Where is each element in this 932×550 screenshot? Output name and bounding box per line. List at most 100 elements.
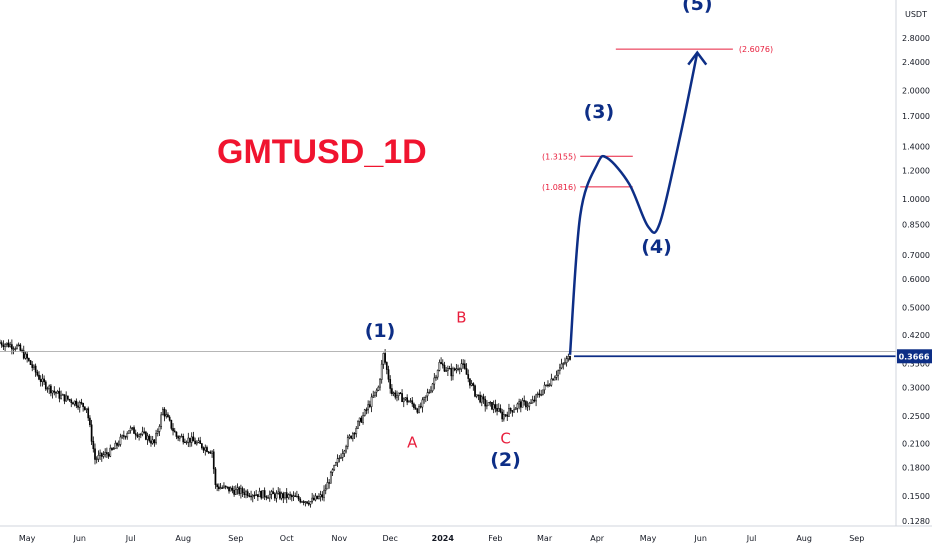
candle-body (355, 427, 358, 435)
fib-level-label: (1.0816) (542, 183, 576, 192)
candle-body (314, 495, 317, 501)
candle-body (41, 378, 44, 382)
candle-body (61, 394, 64, 396)
candle-body (172, 428, 174, 432)
candle-body (458, 368, 461, 370)
candle-body (229, 487, 232, 492)
candle-body (365, 409, 368, 411)
price-axis[interactable]: 2.8000 2.4000 2.0000 1.7000 1.4000 1.2000 1.00… (902, 34, 930, 526)
candle-body (565, 358, 568, 363)
fib-level-label: (1.3155) (542, 152, 576, 161)
candle-body (187, 437, 190, 443)
candle-body (321, 494, 324, 498)
candle-body (192, 436, 195, 442)
y-tick-label: 0.3000 (902, 384, 930, 393)
candle-body (148, 435, 151, 442)
y-tick-label: 0.8500 (902, 221, 930, 230)
candle-body (428, 391, 431, 394)
candle-body (162, 408, 164, 416)
candle-body (357, 421, 359, 429)
candle-body (385, 362, 388, 370)
wave-label-a: A (407, 433, 418, 451)
candle-body (224, 485, 227, 488)
candle-body (29, 360, 32, 365)
x-tick-label: Aug (175, 534, 191, 543)
candle-body (75, 400, 78, 407)
y-tick-label: 2.0000 (902, 87, 930, 96)
candle-body (479, 394, 481, 403)
candle-body (304, 501, 307, 503)
candle-body (277, 491, 280, 494)
candle-body (7, 342, 10, 347)
candle-body (87, 408, 90, 419)
candle-body (523, 400, 526, 402)
candle-body (34, 365, 37, 373)
candle-body (552, 378, 554, 381)
candle-body (92, 441, 95, 450)
candle-body (248, 495, 251, 497)
candle-body (116, 442, 118, 446)
candle-body (379, 379, 381, 388)
candle-body (251, 494, 254, 498)
candle-body (199, 440, 202, 444)
candle-body (284, 492, 286, 499)
candle-body (48, 385, 51, 389)
wave-label-5: (5) (682, 0, 713, 15)
candle-body (450, 368, 453, 377)
candle-body (50, 385, 52, 394)
candle-body (175, 431, 178, 437)
candle-body (438, 362, 441, 371)
candle-body (160, 414, 163, 427)
candle-body (567, 356, 570, 360)
x-tick-label: Sep (849, 534, 864, 543)
candle-body (14, 348, 17, 350)
candle-body (518, 401, 520, 405)
candle-body (484, 398, 487, 407)
candle-body (511, 410, 514, 413)
candle-body (404, 397, 407, 400)
candle-body (519, 401, 522, 408)
candle-body (335, 462, 337, 466)
candle-body (416, 408, 419, 413)
candle-body (146, 435, 149, 440)
candle-body (245, 491, 247, 495)
candle-body (414, 407, 417, 410)
x-tick-label: Apr (590, 534, 605, 543)
candle-body (358, 417, 361, 422)
projection-arrow-head (687, 50, 708, 66)
candle-body (318, 496, 320, 499)
candle-body (165, 414, 168, 417)
candle-body (560, 363, 563, 369)
candle-body (396, 395, 398, 398)
candle-body (294, 495, 297, 497)
candle-body (263, 490, 266, 497)
candle-body (153, 439, 156, 444)
y-tick-label: 2.4000 (902, 58, 930, 67)
candle-body (173, 430, 176, 433)
candle-body (350, 435, 353, 439)
candle-body (513, 409, 515, 413)
candle-body (253, 494, 256, 497)
candle-body (382, 353, 385, 365)
y-tick-label: 0.3500 (902, 360, 930, 369)
candle-body (302, 501, 305, 503)
candle-body (426, 392, 429, 397)
candle-body (562, 363, 565, 365)
candle-body (372, 395, 375, 398)
candle-body (297, 495, 300, 500)
candle-body (301, 501, 303, 503)
x-tick-label: Oct (280, 534, 294, 543)
candle-body (128, 430, 130, 434)
candle-body (19, 344, 22, 351)
candle-body (311, 497, 314, 502)
candle-body (219, 487, 222, 490)
time-axis[interactable]: May Jun Jul Aug Sep Oct Nov Dec 2024 Feb Mar Apr May… (19, 534, 864, 543)
candle-body (94, 448, 96, 460)
candle-body (275, 493, 278, 499)
candle-body (525, 401, 527, 408)
candle-body (53, 390, 56, 393)
y-tick-label: 0.4200 (902, 331, 930, 340)
candle-body (509, 407, 512, 411)
y-tick-label: 1.0000 (902, 195, 930, 204)
candle-body (80, 402, 83, 404)
